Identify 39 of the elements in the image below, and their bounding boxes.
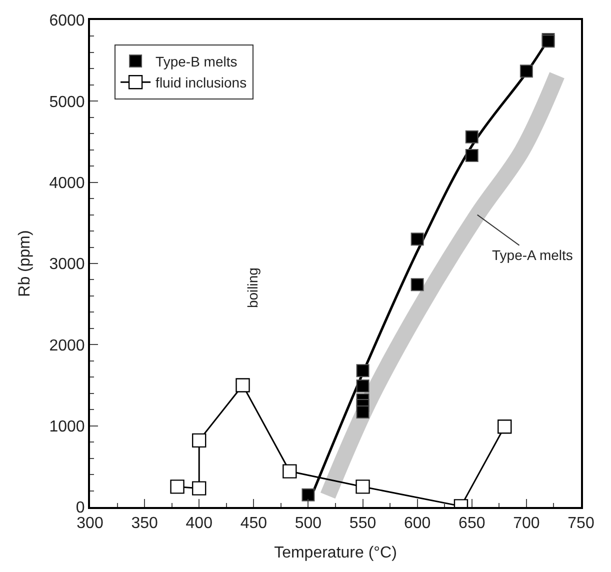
point — [282, 464, 297, 478]
point — [465, 149, 478, 162]
point — [236, 378, 250, 392]
y-tick-label: 6000 — [49, 12, 85, 30]
legend-label: fluid inclusions — [156, 74, 247, 91]
y-tick-label: 1000 — [49, 418, 85, 436]
point — [410, 232, 424, 246]
point — [192, 433, 206, 448]
point — [302, 488, 315, 502]
x-tick-label: 400 — [186, 515, 213, 532]
text: Type-A melts — [492, 247, 573, 263]
point — [356, 480, 370, 494]
y-tick-label: 2000 — [49, 337, 85, 354]
y-tick-label: 3000 — [49, 256, 85, 274]
point — [192, 481, 206, 496]
x-tick-label: 300 — [76, 515, 104, 532]
point — [356, 364, 370, 378]
y-axis-title: Rb (ppm) — [16, 230, 34, 297]
point — [520, 64, 533, 78]
x-tick-label: 600 — [404, 515, 431, 532]
point — [498, 420, 512, 434]
point — [356, 406, 370, 419]
x-tick-label: 550 — [349, 515, 376, 532]
legend-label: Type-B melts — [156, 53, 238, 70]
point — [170, 480, 184, 494]
y-tick-label: 4000 — [49, 174, 85, 192]
x-tick-label: 450 — [240, 515, 268, 532]
x-tick-label: 650 — [458, 515, 486, 532]
x-tick-label: 350 — [131, 515, 158, 532]
x-axis-title: Temperature (°C) — [274, 544, 397, 562]
point — [410, 278, 424, 292]
point — [465, 130, 478, 144]
x-tick-label: 700 — [513, 515, 540, 532]
x-tick-label: 750 — [568, 515, 594, 532]
annotation: boiling — [244, 268, 260, 308]
y-tick-label: 5000 — [49, 94, 85, 111]
x-tick-label: 500 — [294, 515, 322, 532]
y-tick-label: 0 — [76, 500, 85, 517]
point — [356, 380, 370, 393]
